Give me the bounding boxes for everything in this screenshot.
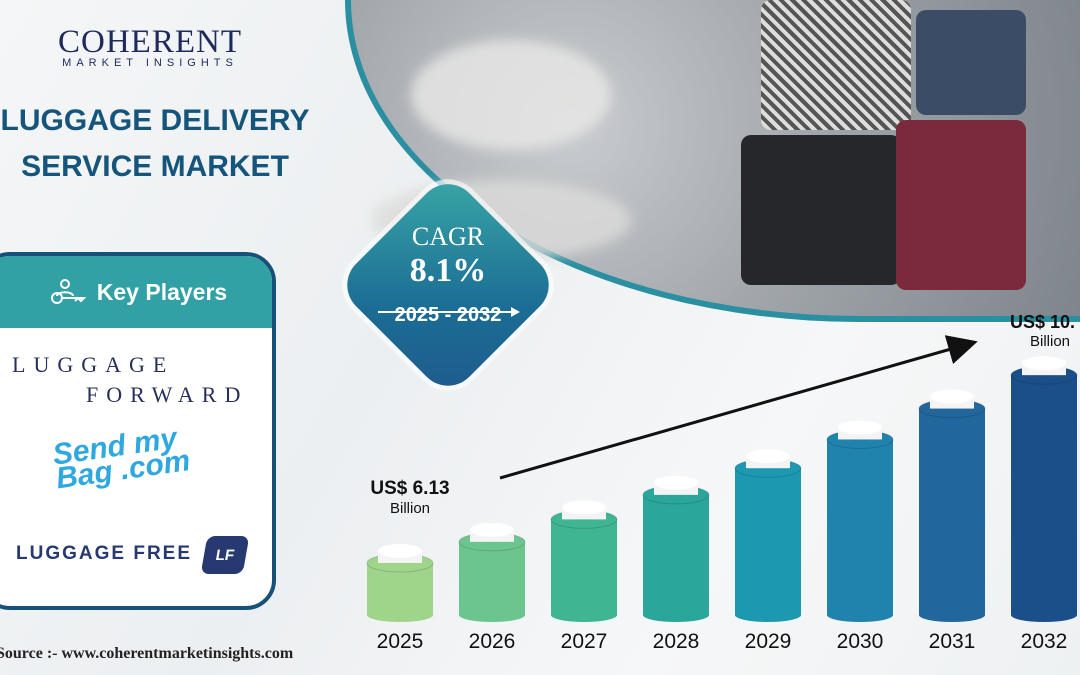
bar-cap-top (654, 475, 698, 490)
bar-2026 (459, 541, 525, 615)
key-players-card: Key Players LUGGAGE FORWARD Send my Bag … (0, 252, 276, 610)
x-tick-label: 2026 (469, 630, 516, 653)
bar-base (735, 608, 801, 622)
bar-2031 (919, 408, 985, 615)
growth-arrow (499, 335, 978, 480)
bar-base (459, 608, 525, 622)
bar-2028 (643, 494, 709, 615)
bar-2029 (735, 468, 801, 615)
player-luggage-free: LUGGAGE FREE (16, 543, 193, 564)
bar-base (367, 608, 433, 622)
cagr-period: 2025 - 2032 (394, 304, 502, 326)
key-user-icon (50, 279, 87, 304)
bar-base (919, 608, 985, 622)
x-tick-label: 2025 (377, 630, 424, 653)
page-title: LUGGAGE DELIVERY SERVICE MARKET (0, 104, 310, 183)
bar-cap-top (470, 522, 514, 537)
cagr-label: CAGR (411, 222, 485, 251)
bar-cap-top (562, 500, 606, 515)
start-value-label: US$ 6.13 Billion (370, 478, 450, 517)
source-footer: Source :- www.coherentmarketinsights.com (0, 645, 294, 662)
bar-2027 (551, 519, 617, 615)
x-tick-label: 2032 (1021, 630, 1068, 653)
x-tick-label: 2031 (929, 630, 976, 653)
bar-2030 (827, 439, 893, 615)
bar-2032 (1011, 375, 1077, 615)
x-tick-label: 2027 (561, 630, 608, 653)
bar-cap-top (838, 420, 882, 435)
bar-base (827, 608, 893, 622)
player-luggage-forward: LUGGAGE (12, 352, 175, 377)
arrow-icon (378, 307, 520, 317)
bar-cap-top (746, 449, 790, 464)
bar-cap-top (378, 543, 422, 558)
bar-cap-top (1022, 356, 1066, 371)
x-tick-label: 2030 (837, 630, 884, 653)
x-tick-label: 2029 (745, 630, 792, 653)
x-tick-label: 2028 (653, 630, 700, 653)
brand-logo: COHERENT MARKET INSIGHTS (58, 24, 242, 69)
luggage-photo (345, 0, 1080, 322)
bar-cap-top (930, 389, 974, 404)
cagr-value: 8.1% (409, 252, 487, 289)
bar-base (1011, 608, 1077, 622)
bar-base (643, 608, 709, 622)
end-value-label: US$ 10. Billion (1010, 312, 1076, 350)
bar-base (551, 608, 617, 622)
